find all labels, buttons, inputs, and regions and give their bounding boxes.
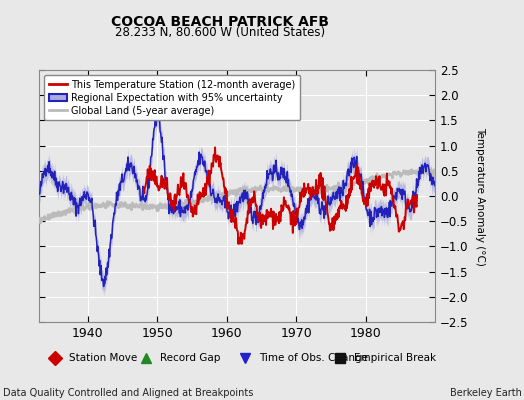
Text: COCOA BEACH PATRICK AFB: COCOA BEACH PATRICK AFB [111,15,329,29]
Text: 1980: 1980 [350,327,381,340]
Legend: This Temperature Station (12-month average), Regional Expectation with 95% uncer: This Temperature Station (12-month avera… [44,75,300,120]
Text: 1960: 1960 [211,327,243,340]
Text: Record Gap: Record Gap [160,353,220,363]
Text: Berkeley Earth: Berkeley Earth [450,388,521,398]
Text: Station Move: Station Move [69,353,137,363]
Text: Data Quality Controlled and Aligned at Breakpoints: Data Quality Controlled and Aligned at B… [3,388,253,398]
Text: 1970: 1970 [280,327,312,340]
Text: 1950: 1950 [141,327,173,340]
Y-axis label: Temperature Anomaly (°C): Temperature Anomaly (°C) [475,126,485,266]
Text: Empirical Break: Empirical Break [354,353,436,363]
Text: 28.233 N, 80.600 W (United States): 28.233 N, 80.600 W (United States) [115,26,325,39]
Text: 1940: 1940 [72,327,104,340]
Text: Time of Obs. Change: Time of Obs. Change [259,353,368,363]
